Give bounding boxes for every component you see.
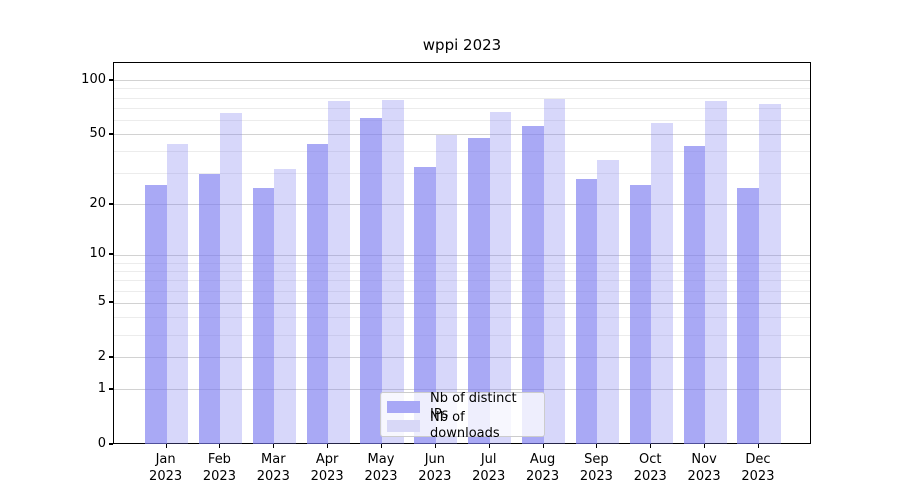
bar-distinct-ips <box>252 187 275 444</box>
bar-distinct-ips <box>306 144 329 444</box>
gridline-minor <box>114 280 810 282</box>
x-axis-tick <box>273 444 275 448</box>
bar-distinct-ips <box>198 173 221 444</box>
y-axis-tick <box>109 202 113 205</box>
bar-downloads <box>543 99 566 444</box>
x-axis-tick <box>488 444 490 448</box>
gridline-minor <box>114 107 810 109</box>
bar-distinct-ips <box>575 179 598 444</box>
x-axis-tick-label: Aug 2023 <box>526 452 560 484</box>
bar-downloads <box>382 100 404 444</box>
y-axis-tick-label: 100 <box>81 71 106 87</box>
y-axis-tick <box>109 442 113 445</box>
gridline-major <box>114 254 810 256</box>
gridline-minor <box>114 119 810 121</box>
gridline-minor <box>114 270 810 272</box>
gridline-minor <box>114 317 810 319</box>
x-axis-tick-label: Dec 2023 <box>741 452 775 484</box>
gridline-major <box>114 357 810 359</box>
legend-swatch-distinct-ips <box>387 401 420 413</box>
bar-distinct-ips <box>360 117 382 444</box>
gridline-major <box>114 204 810 206</box>
y-axis-tick <box>109 132 113 135</box>
chart-title: wppi 2023 <box>422 36 502 54</box>
gridline-major <box>114 134 810 136</box>
x-axis-tick <box>327 444 329 448</box>
x-axis-tick <box>165 444 167 448</box>
y-axis-tick <box>109 387 113 390</box>
x-axis-tick-label: Sep 2023 <box>579 452 613 484</box>
gridline-minor <box>114 88 810 90</box>
y-axis-tick-label: 5 <box>97 294 106 310</box>
bar-downloads <box>705 101 727 444</box>
y-axis-tick-label: 10 <box>89 246 106 262</box>
y-axis-tick-label: 20 <box>89 195 106 211</box>
x-axis-tick-label: May 2023 <box>364 452 398 484</box>
gridline-major <box>114 302 810 304</box>
bar-downloads <box>220 113 243 444</box>
gridline-major <box>114 389 810 391</box>
x-axis-tick <box>381 444 382 448</box>
bar-distinct-ips <box>737 187 759 444</box>
bar-downloads <box>328 101 350 444</box>
bar-distinct-ips <box>629 184 652 444</box>
legend: Nb of distinct IPs Nb of downloads <box>380 391 545 441</box>
x-axis-tick <box>542 444 544 448</box>
legend-item: Nb of downloads <box>387 410 538 441</box>
gridline-major <box>114 80 810 82</box>
gridline-minor <box>114 173 810 175</box>
bar-distinct-ips <box>683 146 706 444</box>
y-axis-tick <box>109 253 113 256</box>
bar-distinct-ips <box>468 137 490 444</box>
gridline-minor <box>114 151 810 153</box>
x-axis-tick <box>596 444 598 448</box>
bar-distinct-ips <box>145 184 167 444</box>
bar-downloads <box>489 111 512 444</box>
x-axis-tick <box>219 444 221 448</box>
bar-downloads <box>651 123 673 444</box>
bar-downloads <box>435 134 458 444</box>
y-axis-tick-label: 50 <box>89 125 106 141</box>
y-axis-tick <box>109 78 113 81</box>
plot-area <box>113 62 811 444</box>
gridline-minor <box>114 290 810 292</box>
bar-distinct-ips <box>414 166 436 444</box>
x-axis-tick <box>704 444 706 448</box>
x-axis-tick <box>757 444 759 448</box>
x-axis-tick-label: Apr 2023 <box>310 452 344 484</box>
x-axis-tick <box>650 444 652 448</box>
x-axis-tick-label: Jul 2023 <box>472 452 506 484</box>
x-axis-tick-label: Oct 2023 <box>633 452 667 484</box>
bar-downloads <box>597 159 619 444</box>
x-axis-tick-label: Nov 2023 <box>687 452 721 484</box>
legend-label: Nb of distinct IPs <box>430 391 517 422</box>
gridline-minor <box>114 334 810 336</box>
legend-item: Nb of distinct IPs <box>387 391 538 422</box>
bar-distinct-ips <box>521 125 544 444</box>
gridline-minor <box>114 97 810 99</box>
bar-downloads <box>166 144 189 444</box>
y-axis-tick-label: 1 <box>97 380 106 396</box>
bar-downloads <box>274 168 296 444</box>
legend-swatch-downloads <box>387 420 420 432</box>
gridline-minor <box>114 262 810 264</box>
bar-downloads <box>758 104 781 444</box>
y-axis-tick <box>109 301 113 304</box>
legend-label: Nb of downloads <box>430 410 500 441</box>
y-axis-tick-label: 0 <box>97 435 106 451</box>
y-axis-tick <box>109 355 113 358</box>
y-axis-tick-label: 2 <box>97 348 106 364</box>
x-axis-tick-label: Feb 2023 <box>202 452 236 484</box>
x-axis-tick-label: Jun 2023 <box>418 452 452 484</box>
x-axis-tick-label: Mar 2023 <box>256 452 290 484</box>
x-axis-tick <box>434 444 436 448</box>
x-axis-tick-label: Jan 2023 <box>149 452 183 484</box>
